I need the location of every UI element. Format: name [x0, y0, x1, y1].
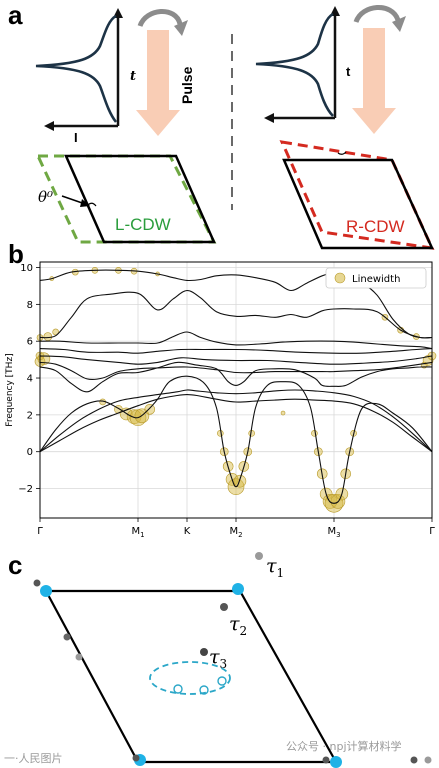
dot-tau2 [220, 603, 228, 611]
panel-c: c τ1 τ2 τ3 [8, 550, 432, 768]
linewidth-marker [52, 328, 59, 336]
l-cdw-label: L-CDW [115, 215, 171, 234]
y-tick-label: 8 [27, 300, 33, 311]
r-angle-arc [337, 151, 347, 155]
right-pulse-arrow [352, 5, 406, 134]
pulse-label: Pulse [179, 66, 195, 104]
legend-marker [334, 272, 346, 284]
band-line-2 [39, 289, 433, 339]
brillouin-cell [44, 589, 338, 764]
left-rotation-arrow [137, 9, 183, 28]
dot [410, 756, 418, 764]
loop-point [217, 676, 227, 686]
loop-point [173, 684, 183, 694]
left-pulse-plot: t I [35, 8, 136, 145]
band-structure-chart: −2 0 2 4 6 8 10 Γ M1 K M2 M3 Γ Frequency [THz] Linewid… [5, 261, 437, 539]
y-tick-label: 0 [27, 447, 33, 458]
dot-tau1 [255, 552, 263, 560]
r-cdw-solid-cell [282, 158, 434, 250]
tau2-label: τ2 [229, 613, 247, 638]
dot [322, 756, 330, 764]
x-tick-label: K [184, 526, 191, 537]
legend-box [325, 267, 427, 289]
legend-label: Linewidth [352, 274, 400, 285]
panel-b: b −2 0 2 4 6 8 10 Γ M1 K M2 M3 Γ Frequency [THz] Linew… [5, 239, 437, 539]
dot [63, 633, 71, 641]
y-tick-label: 10 [20, 263, 33, 274]
y-tick-label: 2 [27, 410, 33, 421]
x-tick-label: M3 [327, 526, 340, 539]
linewidth-marker [144, 404, 156, 415]
dot [33, 579, 41, 587]
dot [424, 756, 432, 764]
vertex-top-left [40, 585, 52, 597]
panel-b-letter: b [8, 239, 24, 269]
linewidth-marker [43, 332, 53, 341]
left-pulse-curve [35, 14, 118, 123]
left-time-label: t [130, 69, 136, 84]
vertex-top-right [232, 583, 244, 595]
l-cdw-solid-cell [64, 154, 216, 244]
panel-a: a t I Pulse θ⁰ L-CDW [8, 0, 435, 250]
right-time-label: t [346, 64, 351, 79]
x-tick-label: Γ [37, 526, 43, 537]
angle-arc [87, 202, 97, 207]
band-line-3 [39, 331, 433, 350]
band-line-9 [39, 389, 433, 453]
right-pulse-plot: t [255, 6, 351, 123]
band-line-8 [39, 375, 433, 504]
band-line-5 [39, 355, 433, 365]
plot-frame [39, 261, 433, 519]
x-tick-label: M2 [229, 526, 242, 539]
dot [132, 754, 140, 762]
tau1-label: τ1 [266, 555, 284, 580]
right-pulse-curve [255, 12, 334, 117]
left-intensity-label: I [74, 130, 78, 145]
x-tick-label: M1 [131, 526, 144, 539]
y-tick-label: −2 [18, 484, 33, 495]
r-cdw-diagram: R-CDW [279, 140, 435, 250]
left-pulse-arrow: Pulse [136, 9, 195, 136]
r-cdw-label: R-CDW [346, 217, 405, 236]
x-tick-label: Γ [429, 526, 435, 537]
band-line-4 [39, 348, 433, 354]
right-rotation-arrow [353, 5, 401, 24]
band-line-7 [39, 361, 433, 393]
watermark-left: 一·人民图片 [4, 752, 63, 765]
l-cdw-diagram: θ⁰ L-CDW [35, 154, 217, 244]
left-intensity-arrowhead [44, 121, 54, 131]
panel-a-letter: a [8, 0, 23, 30]
y-axis-label: Frequency [THz] [5, 353, 15, 426]
band-line-10 [39, 394, 433, 453]
dot [75, 653, 83, 661]
tau3-label: τ3 [209, 646, 227, 671]
watermark-right: 公众号 · npj计算材料学 [286, 739, 402, 753]
linewidth-marker [233, 474, 247, 488]
y-tick-label: 4 [27, 374, 33, 385]
dot-tau3 [200, 648, 208, 656]
loop-point [199, 685, 209, 695]
linewidth-marker [280, 410, 286, 416]
y-tick-label: 6 [27, 337, 33, 348]
angle-label: θ⁰ [38, 188, 53, 206]
band-line-6 [39, 361, 433, 381]
linewidth-marker [311, 429, 318, 437]
dashed-loop [149, 661, 231, 695]
vertex-bottom-right [330, 756, 342, 768]
panel-c-letter: c [8, 550, 22, 580]
right-intensity-arrowhead [264, 113, 274, 123]
band-line-1 [39, 269, 433, 339]
